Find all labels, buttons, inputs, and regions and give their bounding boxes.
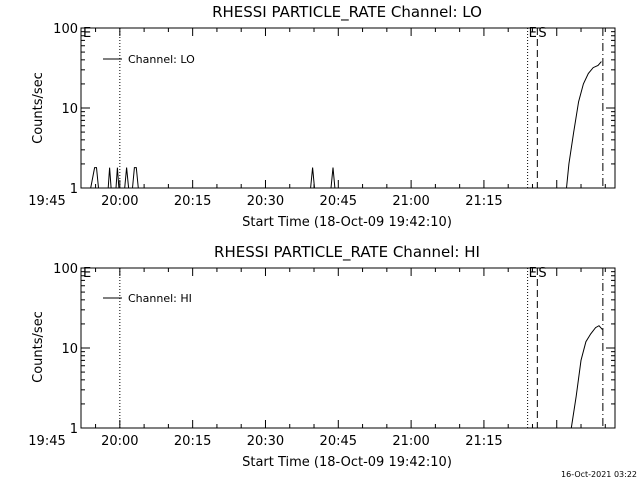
x-tick-label: 20:00 (101, 194, 138, 209)
y-tick-label: 100 (53, 22, 78, 37)
legend: Channel: LO (103, 53, 195, 66)
legend-entry: Channel: LO (128, 53, 195, 66)
chart-title: RHESSI PARTICLE_RATE Channel: LO (212, 3, 482, 22)
time-marker-label: E (529, 266, 537, 281)
time-marker-label: S (538, 266, 546, 281)
x-tick-label: 19:45 (28, 194, 65, 209)
series-line (90, 61, 602, 189)
x-axis-label: Start Time (18-Oct-09 19:42:10) (242, 455, 452, 470)
x-tick-label: 21:00 (392, 434, 429, 449)
x-tick-label: 20:30 (247, 194, 284, 209)
x-tick-label: 20:45 (320, 434, 357, 449)
series-line (570, 325, 603, 429)
x-tick-label: 21:00 (392, 194, 429, 209)
x-tick-label: 19:45 (28, 434, 65, 449)
x-tick-label: 20:15 (174, 434, 211, 449)
y-tick-label: 1 (70, 422, 78, 437)
y-axis-label: Counts/sec (31, 72, 46, 144)
x-tick-label: 21:15 (465, 194, 502, 209)
x-tick-label: 20:45 (320, 194, 357, 209)
y-axis-label: Counts/sec (31, 311, 46, 383)
time-marker-label: S (538, 26, 546, 41)
y-tick-label: 100 (53, 262, 78, 277)
chart-panel-lo: RHESSI PARTICLE_RATE Channel: LO Counts/… (28, 3, 616, 230)
time-marker-label: E (83, 26, 91, 41)
legend-entry: Channel: HI (128, 292, 192, 305)
x-tick-label: 20:30 (247, 434, 284, 449)
legend: Channel: HI (103, 292, 192, 305)
x-tick-label: 21:15 (465, 434, 502, 449)
x-tick-label: 20:15 (174, 194, 211, 209)
y-tick-label: 1 (70, 182, 78, 197)
y-tick-label: 10 (61, 102, 78, 117)
time-marker-label: E (83, 266, 91, 281)
y-tick-label: 10 (61, 342, 78, 357)
chart-panel-hi: RHESSI PARTICLE_RATE Channel: HI Counts/… (28, 243, 616, 470)
time-marker-label: E (529, 26, 537, 41)
timestamp: 16-Oct-2021 03:22 (561, 470, 637, 479)
x-axis-label: Start Time (18-Oct-09 19:42:10) (242, 215, 452, 230)
chart-title: RHESSI PARTICLE_RATE Channel: HI (214, 243, 480, 262)
x-tick-label: 20:00 (101, 434, 138, 449)
